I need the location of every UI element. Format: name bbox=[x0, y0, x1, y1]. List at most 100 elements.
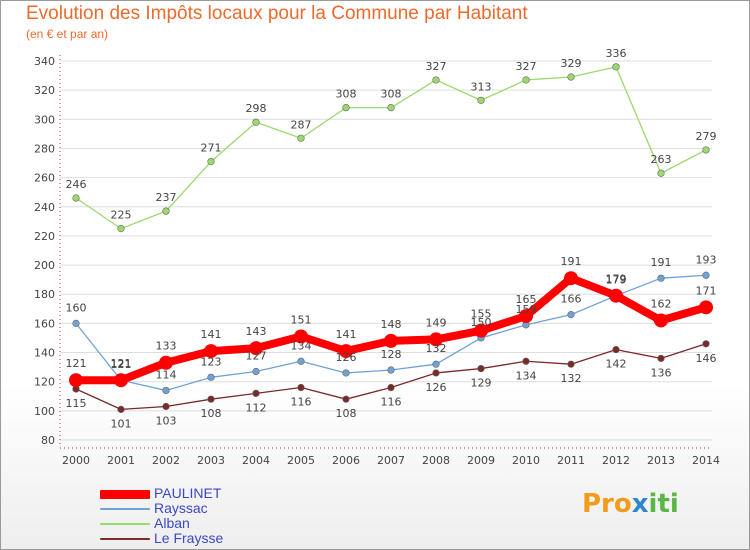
x-tick-label: 2009 bbox=[467, 454, 495, 467]
x-tick-label: 2011 bbox=[557, 454, 585, 467]
axes: 80 100 120 140 160 180 200 220 240 260 280 300 320 34… bbox=[34, 55, 720, 467]
point-alban bbox=[432, 76, 440, 84]
point-le-fraysse bbox=[522, 357, 530, 365]
data-label-alban: 287 bbox=[291, 118, 312, 131]
x-tick-label: 2012 bbox=[602, 454, 630, 467]
point-paulinet bbox=[474, 323, 488, 338]
chart-subtitle: (en € et par an) bbox=[26, 27, 109, 41]
data-label-paulinet: 148 bbox=[381, 318, 402, 331]
point-paulinet bbox=[429, 332, 443, 347]
y-tick-label: 260 bbox=[34, 172, 55, 185]
data-label-alban: 329 bbox=[561, 57, 582, 70]
point-rayssac bbox=[342, 369, 350, 377]
point-alban bbox=[297, 134, 305, 142]
point-le-fraysse bbox=[117, 405, 125, 413]
data-label-alban: 327 bbox=[426, 60, 447, 73]
x-tick-label: 2007 bbox=[377, 454, 405, 467]
point-le-fraysse bbox=[387, 383, 395, 392]
legend-item-rayssac[interactable]: Rayssac bbox=[100, 500, 300, 516]
y-tick-label: 80 bbox=[41, 434, 55, 447]
data-label-alban: 327 bbox=[516, 60, 537, 73]
point-rayssac bbox=[432, 360, 440, 368]
point-le-fraysse bbox=[612, 346, 620, 354]
point-alban bbox=[612, 63, 620, 71]
legend-swatch-rayssac bbox=[100, 508, 150, 510]
data-label-rayssac: 121 bbox=[111, 358, 132, 371]
data-label-le-fraysse: 136 bbox=[651, 366, 672, 379]
data-label-le-fraysse: 101 bbox=[111, 417, 132, 430]
data-label-paulinet: 143 bbox=[246, 325, 267, 338]
x-tick-label: 2010 bbox=[512, 454, 540, 467]
x-tick-label: 2002 bbox=[152, 454, 180, 467]
grid bbox=[60, 60, 712, 441]
data-label-le-fraysse: 112 bbox=[246, 401, 267, 414]
point-alban bbox=[207, 157, 215, 166]
y-tick-label: 220 bbox=[34, 230, 55, 243]
x-tick-label: 2001 bbox=[107, 454, 135, 467]
data-label-le-fraysse: 146 bbox=[696, 352, 717, 365]
data-label-rayssac: 159 bbox=[516, 303, 537, 316]
point-alban bbox=[162, 207, 170, 215]
legend-item-paulinet[interactable]: PAULINET bbox=[100, 485, 300, 501]
data-label-alban: 246 bbox=[66, 178, 87, 191]
data-label-rayssac: 126 bbox=[336, 351, 357, 364]
point-alban bbox=[387, 104, 395, 112]
legend-label-alban: Alban bbox=[154, 515, 190, 531]
point-paulinet bbox=[339, 344, 353, 359]
point-rayssac bbox=[252, 367, 260, 376]
data-label-le-fraysse: 116 bbox=[381, 396, 402, 409]
data-label-paulinet: 141 bbox=[336, 328, 357, 341]
point-rayssac bbox=[207, 373, 215, 381]
y-tick-label: 140 bbox=[34, 347, 55, 360]
point-alban bbox=[72, 194, 80, 202]
point-alban bbox=[522, 76, 530, 84]
y-tick-label: 120 bbox=[34, 376, 55, 389]
y-tick-label: 200 bbox=[34, 259, 55, 272]
x-tick-label: 2014 bbox=[692, 454, 720, 467]
point-paulinet bbox=[69, 373, 83, 388]
data-label-le-fraysse: 134 bbox=[516, 369, 537, 382]
data-label-paulinet: 141 bbox=[201, 328, 222, 341]
x-tick-label: 2000 bbox=[62, 454, 90, 467]
data-label-paulinet: 133 bbox=[156, 340, 177, 353]
data-label-rayssac: 132 bbox=[426, 342, 447, 355]
data-label-alban: 279 bbox=[696, 130, 717, 143]
data-label-paulinet: 121 bbox=[66, 357, 87, 370]
x-tick-label: 2005 bbox=[287, 454, 315, 467]
point-rayssac bbox=[387, 366, 395, 374]
point-rayssac bbox=[72, 319, 80, 327]
legend-swatch-le-fraysse bbox=[100, 538, 150, 540]
data-label-paulinet: 171 bbox=[696, 284, 717, 297]
y-tick-label: 100 bbox=[34, 405, 55, 418]
data-label-alban: 263 bbox=[651, 153, 672, 166]
point-le-fraysse bbox=[432, 369, 440, 377]
point-rayssac bbox=[162, 386, 170, 395]
point-paulinet bbox=[699, 300, 713, 315]
point-paulinet bbox=[384, 333, 398, 348]
data-label-alban: 298 bbox=[246, 102, 267, 115]
point-le-fraysse bbox=[162, 402, 170, 411]
legend-label-rayssac: Rayssac bbox=[154, 500, 208, 516]
data-label-paulinet: 121 bbox=[111, 357, 132, 370]
y-tick-label: 320 bbox=[34, 84, 55, 97]
point-le-fraysse bbox=[702, 340, 710, 348]
data-label-paulinet: 151 bbox=[291, 314, 312, 327]
legend-item-alban[interactable]: Alban bbox=[100, 515, 300, 531]
point-paulinet bbox=[159, 355, 173, 370]
y-tick-label: 240 bbox=[34, 201, 55, 214]
y-tick-label: 300 bbox=[34, 113, 55, 126]
point-le-fraysse bbox=[297, 383, 305, 392]
data-label-paulinet: 149 bbox=[426, 316, 447, 329]
data-label-le-fraysse: 115 bbox=[66, 397, 87, 410]
x-tick-label: 2008 bbox=[422, 454, 450, 467]
y-tick-label: 280 bbox=[34, 142, 55, 155]
point-alban bbox=[657, 169, 665, 177]
legend-item-le-fraysse[interactable]: Le Fraysse bbox=[100, 530, 300, 546]
data-label-le-fraysse: 103 bbox=[156, 414, 177, 427]
data-label-alban: 237 bbox=[156, 191, 177, 204]
y-tick-label: 180 bbox=[34, 288, 55, 301]
data-label-paulinet: 191 bbox=[561, 255, 582, 268]
point-paulinet bbox=[294, 329, 308, 344]
point-paulinet bbox=[609, 288, 623, 303]
